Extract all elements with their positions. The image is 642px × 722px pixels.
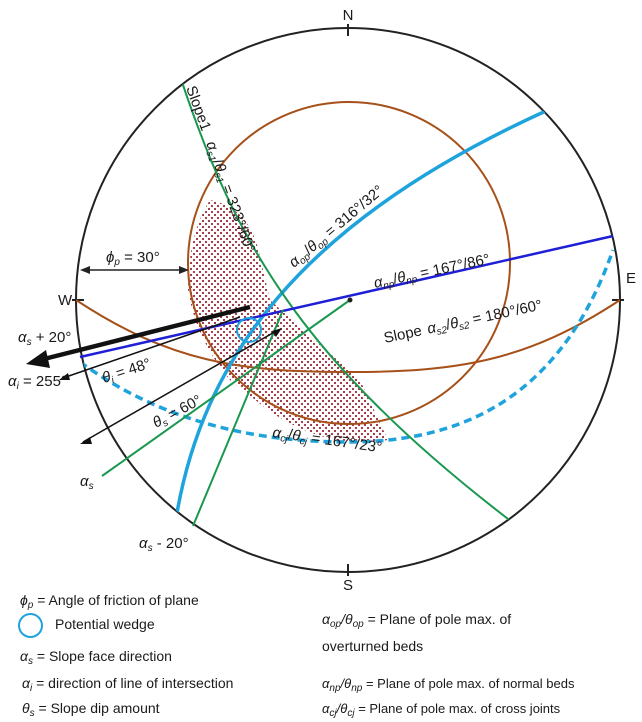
net-center-dot — [347, 297, 353, 303]
phi-p-label: ϕp = 30° — [106, 249, 160, 268]
legend-alpha-op: αop/θop = Plane of pole max. of — [322, 611, 511, 633]
alpha-s-plus-label: αs + 20° — [18, 329, 71, 348]
potential-wedge-circle — [236, 317, 262, 343]
alpha-s-line — [101, 299, 351, 477]
friction-circle — [187, 101, 511, 425]
normal-beds-great-circle — [79, 234, 614, 359]
theta-i-label: θi = 48° — [100, 355, 154, 389]
alpha-np-description: = Plane of pole max. of normal beds — [365, 676, 575, 691]
potential-wedge-region — [188, 200, 388, 443]
normal-plane-label: αnp/θnp = 167°/86° — [372, 251, 491, 294]
stereonet-diagram: N S W E Slope1 αs1/θs1 = 323°/60° αop/θo… — [8, 7, 636, 590]
phi-p-arrow-head-left — [80, 266, 90, 274]
alpha-i-arrow-head — [26, 350, 50, 368]
alpha-i-symbol: αi — [22, 675, 33, 694]
phi-p-arrow-head-right — [179, 266, 189, 274]
wedge-description: Potential wedge — [55, 616, 155, 633]
alpha-np-symbol: αnp/θnp — [322, 676, 363, 694]
alpha-cj-description: = Plane of pole max. of cross joints — [358, 701, 561, 716]
slope1-great-circle — [181, 81, 513, 523]
alpha-op-description: = Plane of pole max. of — [367, 611, 512, 627]
alpha-s-description: = Slope face direction — [36, 648, 172, 664]
theta-s-arrow — [82, 329, 279, 443]
alpha-s-minus-line — [192, 309, 284, 527]
theta-s-arrow-head-end — [272, 328, 282, 337]
theta-s-arrow-head-start — [80, 437, 92, 444]
phi-p-description: = Angle of friction of plane — [37, 592, 199, 608]
legend-alpha-cj: αcj/θcj = Plane of pole max. of cross jo… — [322, 700, 560, 722]
wedge-circle-icon — [18, 613, 43, 638]
alpha-cj-symbol: αcj/θcj — [322, 701, 355, 719]
alpha-i-arrow — [39, 304, 251, 363]
overturned-beds-great-circle — [173, 108, 549, 526]
alpha-s-minus-label: αs - 20° — [139, 535, 189, 554]
theta-s-symbol: θs — [22, 700, 35, 719]
south-label: S — [343, 577, 353, 590]
legend-phi-p: ϕp = Angle of friction of plane — [20, 592, 199, 614]
phi-p-symbol: ϕp — [20, 592, 34, 611]
alpha-i-label: αi = 255° — [8, 373, 67, 392]
theta-i-arrow — [62, 316, 241, 379]
east-label: E — [626, 270, 636, 287]
alpha-op-description-cont: overturned beds — [322, 638, 424, 654]
legend-alpha-i: αi = direction of line of intersection — [22, 675, 233, 697]
alpha-s-label: αs — [80, 473, 94, 492]
legend-alpha-s: αs = Slope face direction — [20, 648, 172, 670]
legend-theta-s: θs = Slope dip amount — [22, 700, 160, 722]
legend-alpha-np: αnp/θnp = Plane of pole max. of normal b… — [322, 675, 574, 697]
theta-i-arrow-head — [59, 373, 70, 380]
legend-alpha-op-cont: overturned beds — [322, 638, 423, 655]
cross-joints-great-circle — [78, 249, 615, 444]
north-label: N — [343, 7, 354, 24]
west-label: W — [58, 292, 73, 309]
alpha-i-description: = direction of line of intersection — [36, 675, 234, 691]
theta-s-description: = Slope dip amount — [38, 700, 160, 716]
overturned-plane-label: αop/θop = 316°/32° — [286, 182, 389, 272]
slope2-label: Slope αs2/θs2 = 180°/60° — [382, 297, 544, 349]
alpha-s-symbol: αs — [20, 648, 33, 667]
legend-wedge: Potential wedge — [18, 613, 155, 638]
theta-s-label: θs = 60° — [150, 392, 206, 434]
alpha-op-symbol: αop/θop — [322, 611, 364, 630]
